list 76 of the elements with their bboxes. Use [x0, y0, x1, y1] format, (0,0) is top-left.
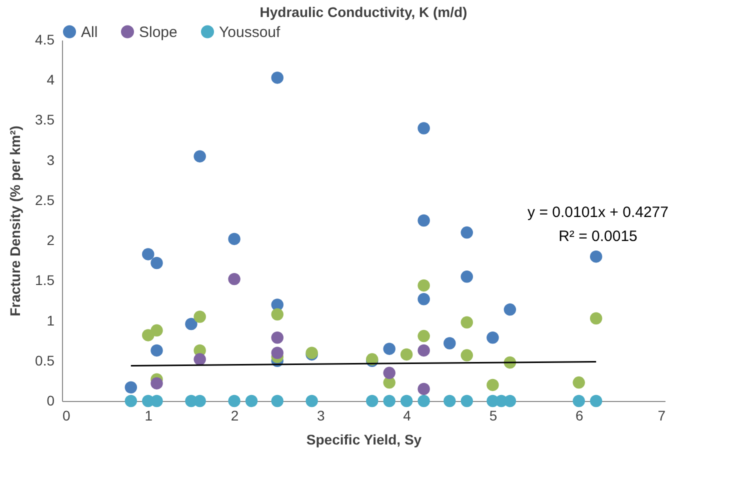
point [150, 256, 163, 270]
point [383, 366, 396, 380]
point [400, 394, 413, 408]
point [590, 312, 602, 324]
point [228, 272, 240, 286]
y-tick-label: 1 [46, 312, 55, 328]
point [185, 318, 198, 330]
y-tick-label: 2 [46, 232, 55, 248]
x-axis-title: Specific Yield, Sy [306, 432, 422, 448]
point [228, 232, 240, 246]
y-tick-label: 4 [46, 72, 55, 88]
point [271, 332, 284, 344]
point [383, 394, 396, 408]
point [418, 214, 430, 227]
point [245, 394, 258, 408]
x-tick-label: 2 [230, 408, 239, 424]
y-tick-label: 2.5 [35, 192, 55, 208]
point [460, 349, 473, 362]
point [444, 394, 456, 408]
point [418, 330, 430, 342]
legend-label: Youssouf [219, 24, 281, 41]
point [590, 394, 602, 408]
point [504, 303, 516, 316]
point [572, 394, 585, 408]
point [418, 293, 430, 306]
point [271, 308, 284, 320]
point [486, 378, 499, 392]
point [124, 394, 138, 408]
point [460, 394, 473, 408]
point [194, 353, 206, 366]
point [271, 346, 284, 359]
y-tick-label: 3.5 [35, 112, 55, 128]
point [418, 344, 430, 357]
x-tick-label: 6 [575, 408, 584, 424]
point [228, 394, 240, 408]
point [444, 337, 456, 350]
point [194, 150, 206, 162]
point [418, 279, 430, 292]
y-tick-label: 3 [46, 152, 55, 168]
point [418, 382, 430, 396]
point [486, 332, 499, 344]
annotation: y = 0.0101x + 0.4277 [528, 204, 668, 221]
point [306, 394, 318, 408]
point [400, 348, 413, 361]
point [418, 394, 430, 408]
x-tick-label: 5 [489, 408, 498, 424]
point [572, 376, 585, 389]
point [150, 344, 163, 357]
point [150, 377, 163, 390]
annotation: R² = 0.0015 [558, 228, 638, 245]
chart-title: Hydraulic Conductivity, K (m/d) [260, 4, 468, 20]
y-tick-label: 0.5 [35, 352, 55, 368]
point [150, 324, 163, 337]
point [271, 72, 284, 84]
point [271, 394, 284, 408]
x-tick-label: 1 [144, 408, 153, 424]
y-tick-label: 0 [46, 392, 55, 408]
y-tick-label: 1.5 [35, 272, 55, 288]
point [124, 381, 138, 394]
point [460, 316, 473, 328]
point [418, 122, 430, 134]
point [366, 394, 378, 408]
point [194, 310, 206, 323]
point [460, 270, 473, 283]
x-tick-label: 0 [62, 408, 70, 424]
x-tick-label: 4 [403, 408, 412, 424]
legend-label: All [81, 24, 98, 41]
point [142, 248, 154, 260]
y-tick-label: 4.5 [35, 32, 55, 48]
point [590, 250, 602, 263]
x-tick-label: 7 [658, 408, 666, 424]
point [460, 226, 473, 239]
legend-label: Slope [139, 24, 178, 41]
point [383, 342, 396, 355]
x-tick-label: 3 [317, 408, 326, 424]
y-axis-title: Fracture Density (% per km²) [7, 126, 24, 316]
